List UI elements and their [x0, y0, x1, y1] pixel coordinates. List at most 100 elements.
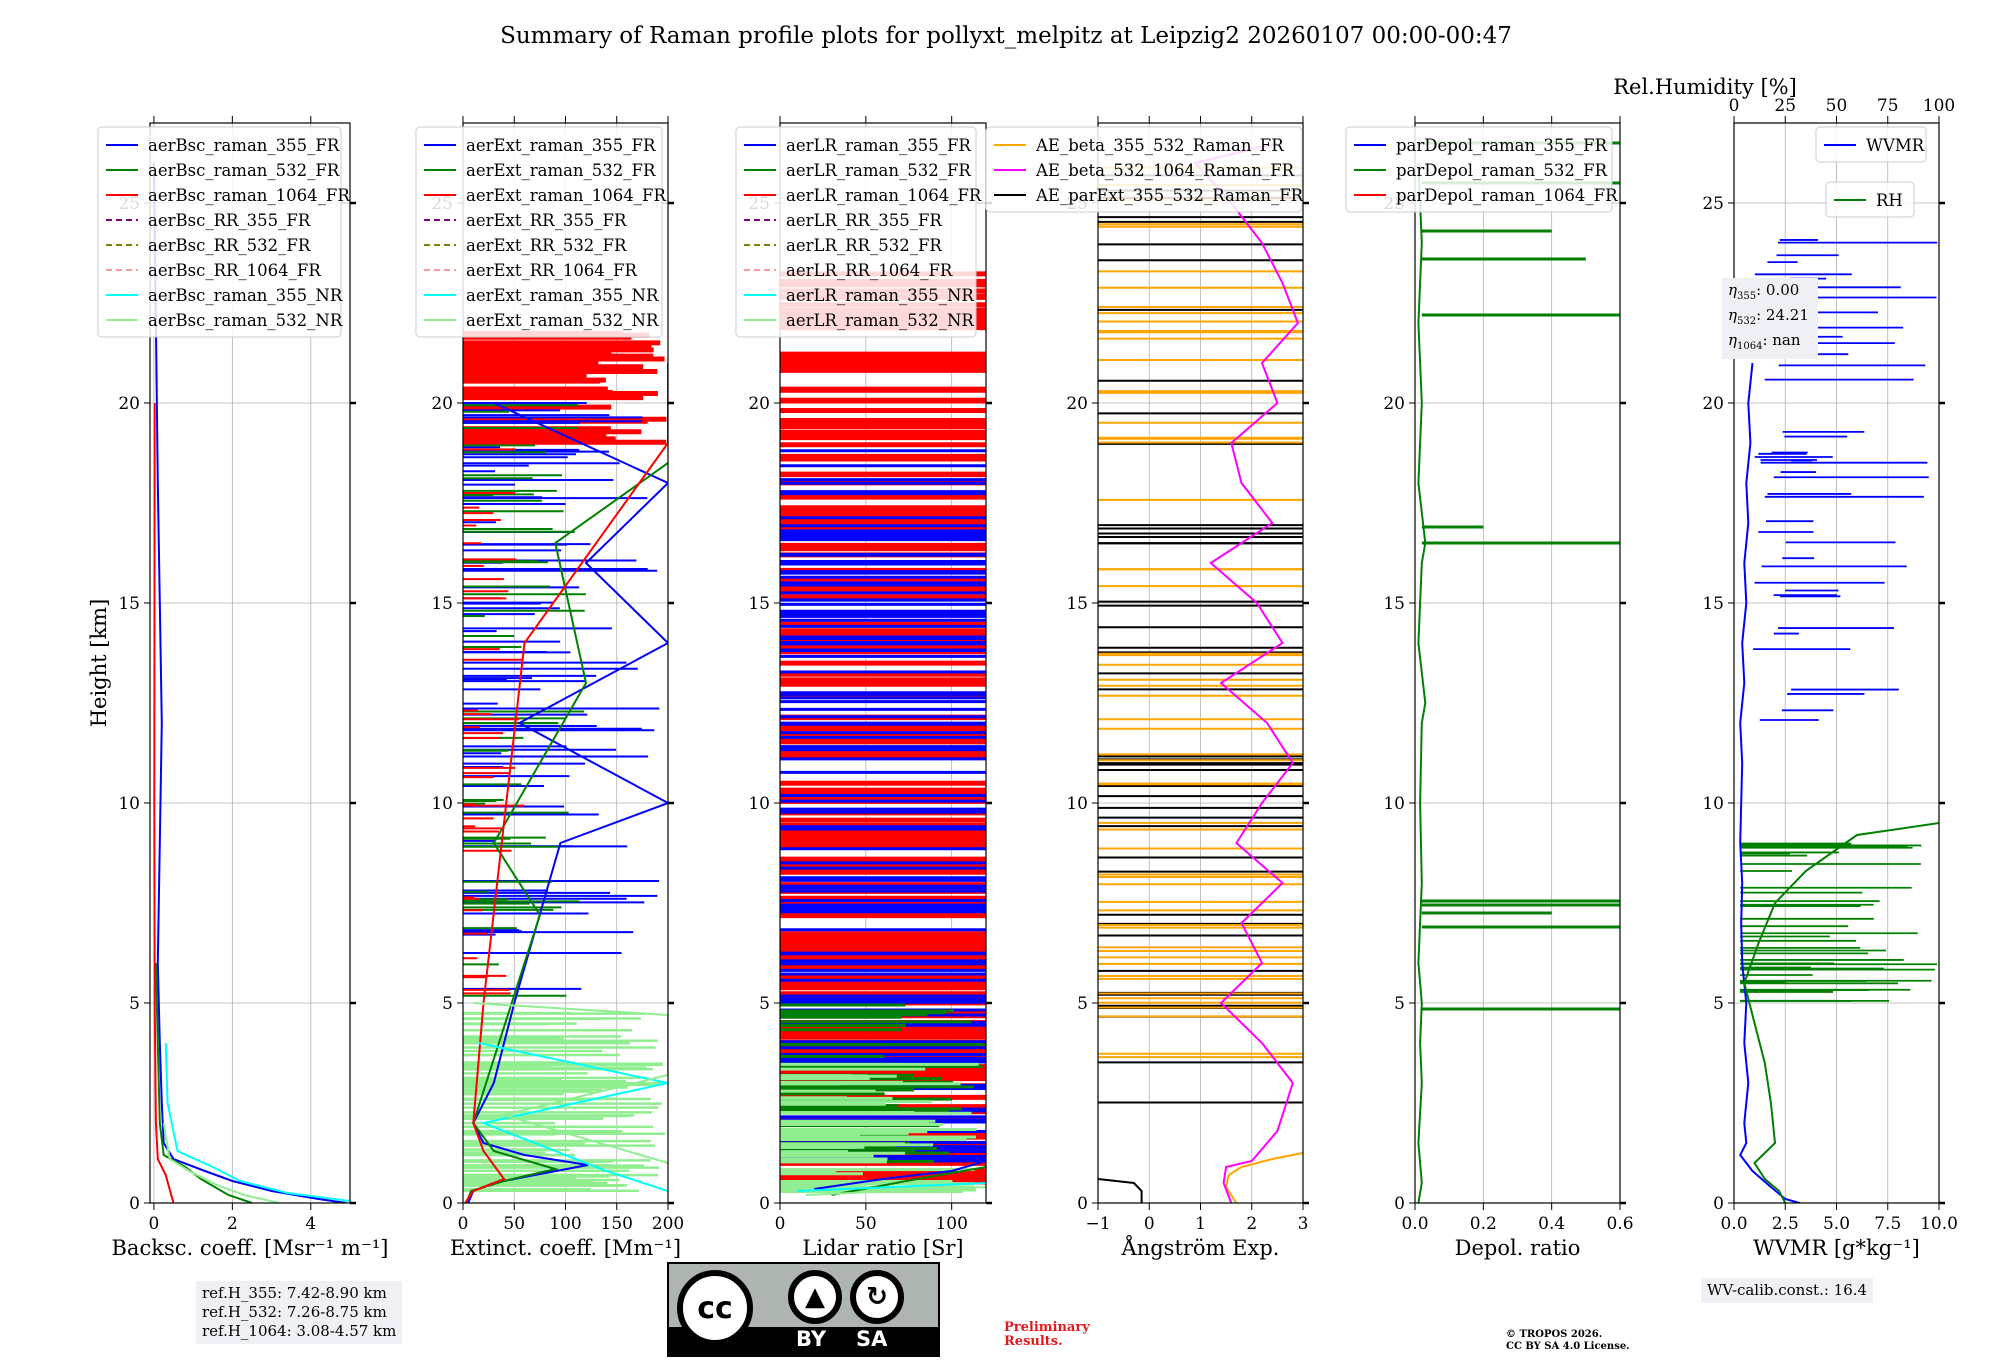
x-tick-label: 0.2	[1470, 1214, 1497, 1234]
legend-frame	[97, 126, 342, 338]
series-aerBsc_raman_355_FR	[152, 162, 347, 1203]
legend-entry: aerBsc_raman_532_FR	[148, 161, 340, 180]
y-tick-label: 15	[431, 594, 453, 614]
legend-entry: aerLR_raman_532_NR	[786, 311, 974, 330]
y-tick-label: 20	[431, 394, 453, 414]
legend: RH	[1825, 181, 1915, 218]
x-tick-label: 0	[458, 1214, 469, 1234]
y-tick-label: 0	[442, 1194, 453, 1214]
data-layer	[1739, 239, 1939, 1203]
legend-entry: aerExt_RR_532_FR	[466, 236, 627, 255]
y-tick-label: 10	[118, 794, 140, 814]
data-layer	[780, 271, 986, 1196]
x-axis-label: WVMR [g*kg⁻¹]	[1753, 1236, 1920, 1260]
axes-frame	[149, 122, 351, 1204]
y-tick-label: 15	[1066, 594, 1088, 614]
series-aerLR_raman_532_FR	[831, 1166, 986, 1196]
legend-entry: aerBsc_RR_355_FR	[148, 211, 311, 230]
y-tick-label: 15	[1383, 594, 1405, 614]
y-tick-label: 0	[129, 1194, 140, 1214]
x-tick-label: 0.4	[1538, 1214, 1565, 1234]
legend-frame	[415, 126, 663, 338]
legend-entry: aerBsc_raman_1064_FR	[148, 186, 350, 205]
x-tick-label: 3	[1298, 1214, 1309, 1234]
by-label: BY	[796, 1327, 827, 1351]
y-tick-label: 5	[1394, 994, 1405, 1014]
axes-frame	[779, 122, 987, 1204]
legend-entry: aerExt_raman_532_NR	[466, 311, 659, 330]
y-tick-label: 10	[431, 794, 453, 814]
y-tick-label: 10	[1702, 794, 1724, 814]
data-layer	[463, 330, 668, 1203]
y-tick-label: 20	[118, 394, 140, 414]
legend-entry: aerBsc_RR_1064_FR	[148, 261, 321, 280]
y-tick-label: 0	[1713, 1194, 1724, 1214]
x-tick-label: 2	[1246, 1214, 1257, 1234]
legend-entry: aerExt_raman_1064_FR	[466, 186, 666, 205]
legend-entry: aerExt_raman_355_NR	[466, 286, 659, 305]
y-tick-label: 10	[748, 794, 770, 814]
x-tick-label: 150	[601, 1214, 633, 1234]
rh-tick-label: 100	[1923, 96, 1955, 116]
series-aerExt_raman_1064_FR	[464, 363, 668, 1203]
x-tick-label: 5.0	[1823, 1214, 1850, 1234]
eta-355: η355: 0.00	[1728, 281, 1800, 302]
legend: aerExt_raman_355_FR aerExt_raman_532_FRae…	[415, 126, 666, 338]
panel-angstrom: −101230510152025Ångström Exp.AE_beta_355…	[985, 116, 1309, 1260]
x-tick-label: 0.6	[1606, 1214, 1633, 1234]
x-axis-label: Extinct. coeff. [Mm⁻¹]	[450, 1236, 681, 1260]
reference-height-box: ref.H_355: 7.42-8.90 km ref.H_532: 7.26-…	[196, 1281, 403, 1344]
x-tick-label: 0.0	[1720, 1214, 1747, 1234]
y-axis-label: Height [km]	[87, 599, 111, 728]
legend-entry: aerExt_raman_355_FR	[466, 136, 656, 155]
x-axis-label: Ångström Exp.	[1121, 1235, 1280, 1260]
y-tick-label: 15	[118, 594, 140, 614]
legend-entry: AE_beta_532_1064_Raman_FR	[1035, 161, 1295, 180]
legend-entry: aerLR_raman_1064_FR	[786, 186, 982, 205]
eta-1064: η1064: nan	[1728, 331, 1801, 352]
legend-entry: aerLR_RR_355_FR	[786, 211, 942, 230]
legend: parDepol_raman_355_FR parDepol_raman_532_…	[1345, 126, 1618, 213]
x-tick-label: 7.5	[1874, 1214, 1901, 1234]
legend-frame	[735, 126, 977, 338]
panel-extinction: 0501001502000510152025Extinct. coeff. [M…	[415, 116, 684, 1260]
panel-lidar_ratio: 0501000510152025Lidar ratio [Sr]aerLR_ra…	[735, 116, 992, 1260]
x-tick-label: 0	[149, 1214, 160, 1234]
series-AE_beta_532_1064_Raman_FR	[1193, 142, 1300, 1203]
share-alike-icon: ↻	[866, 1282, 888, 1312]
copyright-note: © TROPOS 2026. CC BY SA 4.0 License.	[1506, 1329, 1630, 1352]
series-aerLR_raman_355_NR	[797, 1182, 986, 1192]
rh-tick-label: 75	[1877, 96, 1899, 116]
x-tick-label: 4	[305, 1214, 316, 1234]
y-tick-label: 20	[1383, 394, 1405, 414]
series-RH	[1743, 822, 1939, 1203]
x-tick-label: 0.0	[1401, 1214, 1428, 1234]
x-tick-label: 10.0	[1920, 1214, 1958, 1234]
legend-entry: parDepol_raman_355_FR	[1396, 136, 1608, 155]
legend-entry: aerExt_raman_532_FR	[466, 161, 656, 180]
legend-entry: aerBsc_RR_532_FR	[148, 236, 311, 255]
series-aerExt_raman_355_NR	[478, 1042, 668, 1192]
x-tick-label: 2	[227, 1214, 238, 1234]
eta-box: η355: 0.00 η532: 24.21 η1064: nan	[1722, 278, 1818, 359]
sa-label: SA	[856, 1327, 888, 1351]
y-tick-label: 5	[129, 994, 140, 1014]
y-tick-label: 5	[1077, 994, 1088, 1014]
y-tick-label: 20	[748, 394, 770, 414]
legend-entry: aerLR_RR_532_FR	[786, 236, 942, 255]
rh-tick-label: 0	[1729, 96, 1740, 116]
series-aerBsc_raman_1064_FR	[153, 402, 175, 1203]
series-aerLR_raman_532_NR	[805, 1186, 986, 1196]
legend-entry: aerExt_RR_355_FR	[466, 211, 627, 230]
series-parDepol_raman_532_FR	[1417, 162, 1427, 1203]
x-tick-label: 50	[855, 1214, 877, 1234]
series-aerLR_raman_355_FR	[814, 1160, 986, 1190]
legend-entry: aerLR_raman_355_NR	[786, 286, 974, 305]
axes-frame	[1414, 122, 1621, 1204]
legend-entry: aerLR_raman_355_FR	[786, 136, 971, 155]
panel-backscatter: 0240510152025Backsc. coeff. [Msr⁻¹ m⁻¹]H…	[87, 116, 388, 1260]
x-axis-label: Lidar ratio [Sr]	[802, 1236, 963, 1260]
cc-icon: cc	[697, 1290, 733, 1326]
legend-frame	[1345, 126, 1613, 213]
